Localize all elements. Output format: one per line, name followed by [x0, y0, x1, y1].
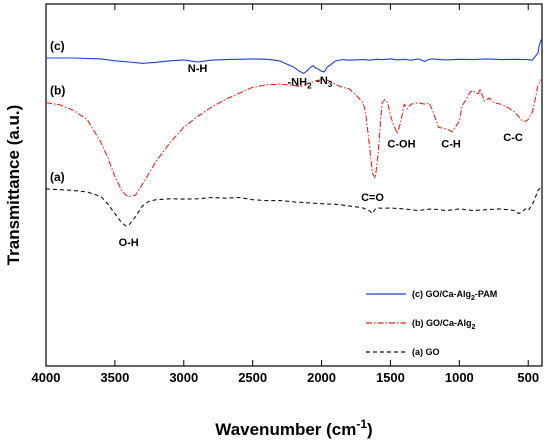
- x-tick-label-2500: 2500: [238, 370, 267, 385]
- x-tick-label-3000: 3000: [169, 370, 198, 385]
- curve-labels: (c) (b) (a): [50, 39, 65, 184]
- annotation-text-0: N-H: [188, 63, 208, 75]
- curve-label-1: (b): [50, 84, 65, 98]
- annotation-7: O-H: [119, 237, 139, 249]
- legend-label-sub-1: 2: [472, 324, 476, 331]
- x-tick-label-3500: 3500: [100, 370, 129, 385]
- series-line-2: [45, 185, 543, 227]
- peak-annotations: N-H-NH2 -N3C-OH C-HC-CC=OO-H: [119, 63, 523, 249]
- annotation-sub-2: 3: [328, 80, 333, 89]
- legend-label-suffix-0: -PAM: [475, 289, 497, 299]
- series-line-1: [45, 77, 543, 198]
- annotation-1: -NH2: [288, 77, 313, 91]
- x-axis-title-sup: -1: [356, 417, 367, 431]
- legend-label-sub-0: 2: [471, 295, 475, 302]
- annotation-6: C=O: [361, 192, 384, 204]
- annotation-0: N-H: [188, 63, 208, 75]
- annotation-text-4: C-H: [441, 138, 461, 150]
- legend-label-0: (c) GO/Ca-Alg2-PAM: [412, 289, 497, 302]
- curve-label-2: (a): [50, 170, 65, 184]
- x-axis-ticks: 4000 3500 3000 2500 2000 1500 1000 500: [32, 4, 539, 385]
- x-tick-label-2000: 2000: [307, 370, 336, 385]
- annotation-3: C-OH: [387, 138, 415, 150]
- x-tick-label-1500: 1500: [376, 370, 405, 385]
- series-layer: [45, 37, 543, 227]
- annotation-text-3: C-OH: [387, 138, 415, 150]
- x-tick-label-4000: 4000: [32, 370, 61, 385]
- annotation-5: C-C: [503, 132, 523, 144]
- annotation-sub-1: 2: [307, 82, 312, 91]
- annotation-text-1: -NH: [288, 77, 308, 89]
- legend: (c) GO/Ca-Alg2-PAM(b) GO/Ca-Alg2(a) GO: [366, 289, 497, 357]
- annotation-text-5: C-C: [503, 132, 523, 144]
- annotation-text-6: C=O: [361, 192, 384, 204]
- legend-label-1: (b) GO/Ca-Alg2: [412, 318, 476, 331]
- legend-label-main-1: (b) GO/Ca-Alg: [412, 318, 472, 328]
- x-axis-title: Wavenumber (cm-1): [215, 417, 372, 439]
- legend-label-main-0: (c) GO/Ca-Alg: [412, 289, 471, 299]
- x-tick-label-500: 500: [517, 370, 539, 385]
- y-axis-title: Transmittance (a.u.): [4, 105, 23, 266]
- x-axis-title-main: Wavenumber (cm: [215, 420, 356, 439]
- annotation-text-2: -N: [316, 75, 328, 87]
- plot-frame: [45, 3, 543, 367]
- annotation-4: C-H: [441, 138, 461, 150]
- x-axis-title-suffix: ): [367, 420, 373, 439]
- x-tick-label-1000: 1000: [445, 370, 474, 385]
- annotation-text-7: O-H: [119, 237, 139, 249]
- legend-label-2: (a) GO: [412, 347, 440, 357]
- curve-label-0: (c): [50, 39, 65, 53]
- legend-label-main-2: (a) GO: [412, 347, 440, 357]
- annotation-2: -N3: [316, 75, 333, 89]
- series-line-0: [46, 37, 543, 74]
